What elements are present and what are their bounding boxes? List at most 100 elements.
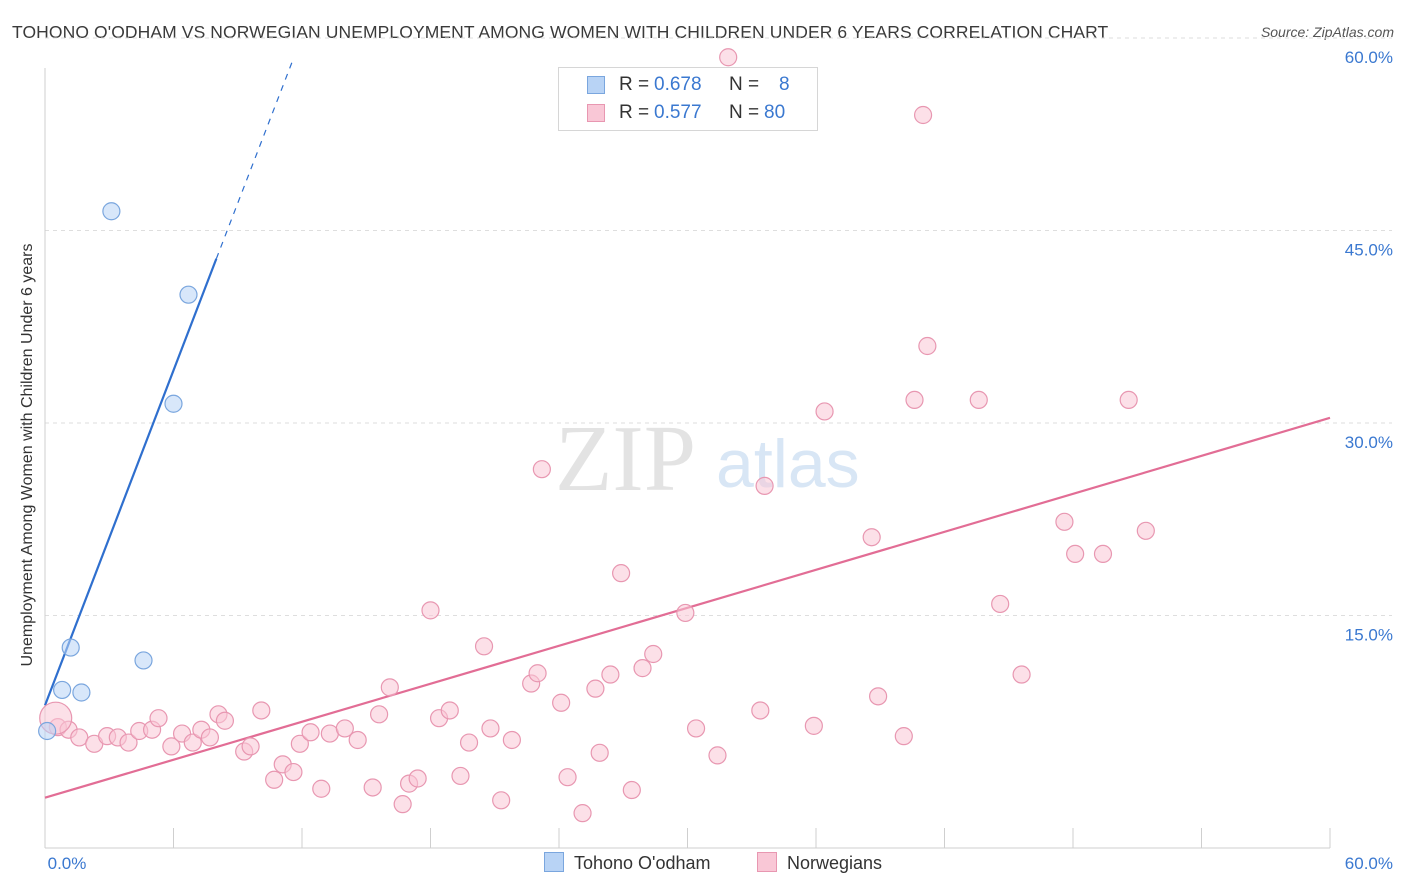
norwegian-point: [755, 476, 774, 495]
norwegian-point: [532, 460, 551, 479]
norwegian-point: [380, 678, 399, 697]
norwegian-point: [1136, 521, 1155, 540]
norwegian-point: [573, 804, 592, 823]
norwegian-point: [312, 779, 331, 798]
legend-n-label: N =: [729, 74, 760, 95]
series-legend-norwegians[interactable]: Norwegians: [757, 852, 882, 874]
axes: [44, 68, 1331, 849]
norwegian-point: [335, 719, 354, 738]
norwegian-point: [804, 716, 823, 735]
norwegian-point: [363, 778, 382, 797]
norwegian-point: [633, 659, 652, 678]
y-tick-label: 15.0%: [1345, 626, 1393, 645]
norwegian-point: [862, 528, 881, 547]
norwegian-point: [265, 770, 284, 789]
norwegian-point: [162, 737, 181, 756]
watermark-zip: ZIP: [555, 407, 696, 511]
norwegian-point: [894, 727, 913, 746]
norwegian-point: [348, 730, 367, 750]
norwegian-point: [492, 791, 511, 810]
series-legend-tohono[interactable]: Tohono O'odham: [544, 852, 711, 874]
norwegian-point: [590, 743, 609, 762]
norwegian-point: [918, 336, 937, 356]
y-tick-label: 60.0%: [1345, 48, 1393, 67]
legend-n-label: N =: [729, 102, 760, 123]
norwegian-point: [149, 709, 168, 728]
norwegian-point: [183, 733, 202, 752]
norwegian-point: [719, 48, 738, 67]
norwegian-point: [558, 768, 577, 787]
norwegian-point: [481, 719, 500, 738]
legend-r-value: 0.577: [654, 102, 702, 123]
norwegian-point: [290, 734, 309, 753]
tohono-point: [164, 394, 183, 413]
tohono-point: [72, 683, 91, 702]
legend-r-label: R =: [619, 102, 650, 123]
series-label-tohono: Tohono O'odham: [574, 853, 711, 873]
watermark: ZIP atlas: [555, 407, 860, 511]
norwegian-point: [284, 762, 303, 782]
norwegian-point: [474, 637, 494, 656]
series-legend: Tohono O'odham Norwegians: [0, 852, 1406, 878]
norwegian-point: [991, 594, 1010, 614]
norwegian-point: [644, 644, 663, 664]
norwegian-point: [1012, 665, 1031, 684]
legend-row-norwegians: R = 0.577 N = 80: [559, 102, 817, 126]
norwegian-point: [1119, 390, 1138, 409]
tohono-point: [102, 202, 121, 221]
tohono-point: [38, 721, 57, 741]
legend-swatch-tohono: [587, 76, 605, 94]
tohono-trend-line: [43, 258, 218, 706]
gridlines: [45, 37, 1392, 616]
tohono-point: [134, 651, 153, 670]
norwegian-point: [408, 769, 427, 788]
source-attribution: Source: ZipAtlas.com: [1260, 24, 1394, 40]
norwegian-point: [528, 664, 547, 683]
series-swatch-tohono: [544, 852, 564, 872]
y-tick-label: 30.0%: [1345, 433, 1393, 452]
norwegian-point: [969, 390, 988, 409]
x-tick-label: 0.0%: [48, 854, 87, 873]
norwegian-point: [370, 705, 389, 724]
legend-r-value: 0.678: [654, 74, 702, 95]
norwegian-point: [241, 737, 260, 756]
watermark-atlas: atlas: [716, 426, 860, 502]
norwegian-point: [421, 601, 440, 620]
tohono-point: [179, 285, 198, 304]
correlation-legend: R = 0.678 N = 8 R = 0.577 N = 80: [558, 67, 818, 131]
norwegian-point: [1066, 544, 1085, 564]
legend-n-value: 80: [764, 102, 786, 123]
series-swatch-norwegians: [757, 852, 777, 872]
norwegian-point: [252, 701, 271, 720]
legend-r-label: R =: [619, 74, 650, 95]
norwegian-point: [913, 105, 933, 125]
legend-n-value: 8: [779, 74, 790, 95]
norwegian-point: [301, 723, 320, 742]
norwegian-point: [586, 679, 605, 698]
legend-row-tohono: R = 0.678 N = 8: [559, 74, 817, 98]
norwegian-point: [622, 780, 641, 800]
norwegian-point: [601, 665, 620, 684]
y-tick-label: 45.0%: [1345, 241, 1393, 260]
norwegian-point: [612, 564, 631, 583]
data-points: [38, 48, 1155, 823]
norwegian-point: [676, 603, 695, 623]
norwegian-point: [815, 402, 834, 421]
norwegian-point: [215, 711, 234, 730]
norwegian-point: [451, 766, 470, 786]
norwegian-point: [751, 701, 770, 720]
norwegian-point: [393, 795, 412, 814]
norwegian-point: [905, 390, 924, 409]
norwegian-point: [708, 746, 727, 765]
norwegian-point: [459, 733, 479, 752]
norwegian-point: [440, 701, 459, 720]
norwegian-point: [1055, 512, 1074, 531]
tick-labels: 15.0% 30.0% 45.0% 60.0% 0.0% 60.0%: [48, 48, 1393, 873]
series-label-norwegians: Norwegians: [787, 853, 883, 873]
tohono-point: [53, 680, 72, 700]
norwegian-point: [686, 719, 706, 738]
tohono-point: [61, 638, 80, 657]
norwegian-point: [552, 693, 571, 712]
norwegian-point: [70, 728, 89, 747]
